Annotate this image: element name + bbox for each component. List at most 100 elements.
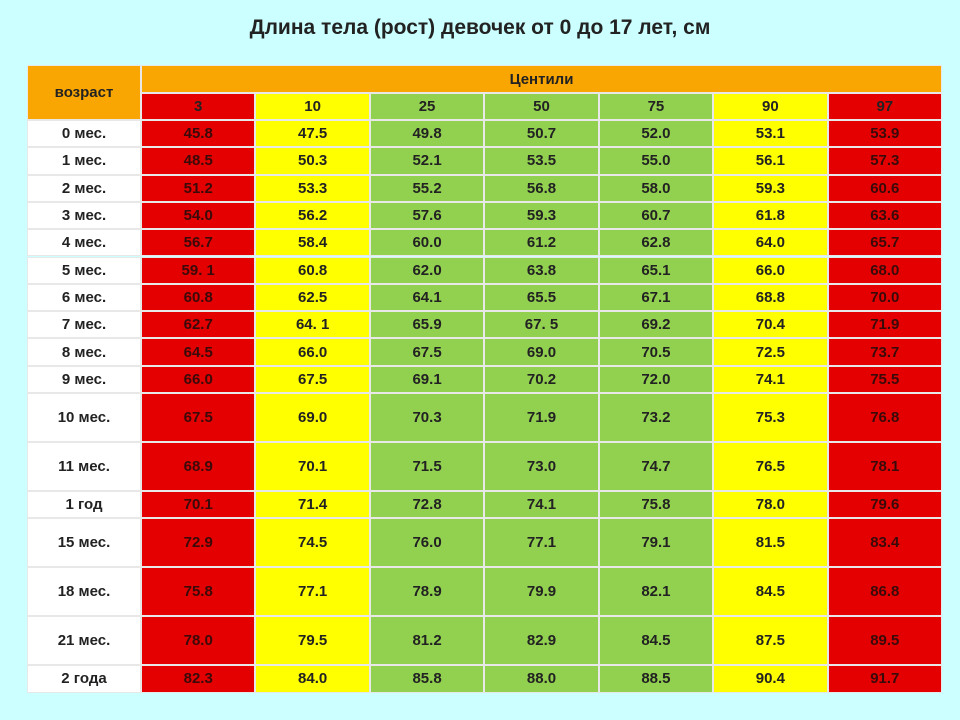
title: Длина тела (рост) девочек от 0 до 17 лет… [249, 16, 711, 39]
value-cell: 84.5 [713, 567, 828, 617]
row-label: 18 мес. [27, 567, 141, 617]
value-cell: 67.1 [598, 283, 714, 312]
value-cell: 81.5 [713, 518, 828, 568]
value-cell: 54.0 [141, 201, 256, 230]
row-label: 7 мес. [27, 311, 141, 339]
value-cell: 65.9 [369, 311, 485, 339]
value-cell: 59.3 [484, 201, 599, 230]
value-cell: 77.1 [255, 567, 370, 617]
value-cell: 70.4 [713, 311, 828, 339]
value-cell: 67. 5 [484, 311, 599, 339]
value-cell: 68.0 [827, 256, 942, 284]
value-cell: 62.7 [141, 311, 256, 339]
value-cell: 77.1 [484, 518, 599, 568]
value-cell: 49.8 [369, 120, 485, 148]
value-cell: 59.3 [713, 174, 828, 202]
value-cell: 71.5 [369, 442, 485, 491]
value-cell: 79.6 [827, 491, 942, 519]
value-cell: 56.1 [713, 147, 828, 175]
column-header: 10 [255, 93, 370, 120]
value-cell: 61.8 [713, 201, 828, 230]
value-cell: 85.8 [369, 665, 485, 693]
column-header: 75 [598, 93, 714, 120]
value-cell: 75.8 [141, 567, 256, 617]
row-label: 3 мес. [27, 201, 141, 230]
value-cell: 58.4 [255, 229, 370, 257]
value-cell: 71.9 [484, 393, 599, 442]
value-cell: 52.0 [598, 120, 714, 148]
row-label: 2 года [27, 665, 141, 693]
value-cell: 81.2 [369, 616, 485, 666]
value-cell: 75.5 [827, 365, 942, 393]
value-cell: 66.0 [713, 256, 828, 284]
value-cell: 72.9 [141, 518, 256, 568]
row-label: 4 мес. [27, 229, 141, 257]
value-cell: 53.3 [255, 174, 370, 202]
group-header: Центили [141, 65, 942, 93]
value-cell: 55.2 [369, 174, 485, 202]
value-cell: 62.0 [369, 256, 485, 284]
value-cell: 73.0 [484, 442, 599, 491]
value-cell: 68.8 [713, 283, 828, 312]
value-cell: 74.1 [713, 365, 828, 393]
value-cell: 82.1 [598, 567, 714, 617]
value-cell: 76.8 [827, 393, 942, 442]
value-cell: 50.7 [484, 120, 599, 148]
value-cell: 63.6 [827, 201, 942, 230]
row-label: 0 мес. [27, 120, 141, 148]
row-label: 8 мес. [27, 338, 141, 366]
value-cell: 78.9 [369, 567, 485, 617]
value-cell: 73.7 [827, 338, 942, 366]
value-cell: 82.3 [141, 665, 256, 693]
value-cell: 56.2 [255, 201, 370, 230]
value-cell: 88.0 [484, 665, 599, 693]
value-cell: 74.5 [255, 518, 370, 568]
column-header: 90 [713, 93, 828, 120]
value-cell: 64. 1 [255, 311, 370, 339]
value-cell: 64.0 [713, 229, 828, 257]
value-cell: 60.7 [598, 201, 714, 230]
column-header: 3 [141, 93, 256, 120]
value-cell: 62.8 [598, 229, 714, 257]
value-cell: 74.7 [598, 442, 714, 491]
row-label: 10 мес. [27, 393, 141, 442]
value-cell: 55.0 [598, 147, 714, 175]
value-cell: 59. 1 [141, 256, 256, 284]
value-cell: 53.9 [827, 120, 942, 148]
value-cell: 72.8 [369, 491, 485, 519]
row-label: 2 мес. [27, 174, 141, 202]
value-cell: 78.0 [713, 491, 828, 519]
value-cell: 83.4 [827, 518, 942, 568]
value-cell: 89.5 [827, 616, 942, 666]
value-cell: 84.0 [255, 665, 370, 693]
value-cell: 60.0 [369, 229, 485, 257]
value-cell: 91.7 [827, 665, 942, 693]
value-cell: 79.5 [255, 616, 370, 666]
value-cell: 84.5 [598, 616, 714, 666]
value-cell: 70.1 [255, 442, 370, 491]
value-cell: 45.8 [141, 120, 256, 148]
value-cell: 56.8 [484, 174, 599, 202]
column-header: 25 [369, 93, 485, 120]
value-cell: 70.5 [598, 338, 714, 366]
value-cell: 70.0 [827, 283, 942, 312]
value-cell: 70.1 [141, 491, 256, 519]
value-cell: 73.2 [598, 393, 714, 442]
value-cell: 70.3 [369, 393, 485, 442]
value-cell: 50.3 [255, 147, 370, 175]
value-cell: 60.6 [827, 174, 942, 202]
value-cell: 53.5 [484, 147, 599, 175]
value-cell: 69.0 [484, 338, 599, 366]
value-cell: 71.9 [827, 311, 942, 339]
value-cell: 60.8 [255, 256, 370, 284]
value-cell: 65.7 [827, 229, 942, 257]
value-cell: 53.1 [713, 120, 828, 148]
value-cell: 71.4 [255, 491, 370, 519]
value-cell: 69.2 [598, 311, 714, 339]
value-cell: 75.8 [598, 491, 714, 519]
value-cell: 67.5 [255, 365, 370, 393]
row-label: 11 мес. [27, 442, 141, 491]
row-label: 5 мес. [27, 256, 141, 284]
value-cell: 69.0 [255, 393, 370, 442]
